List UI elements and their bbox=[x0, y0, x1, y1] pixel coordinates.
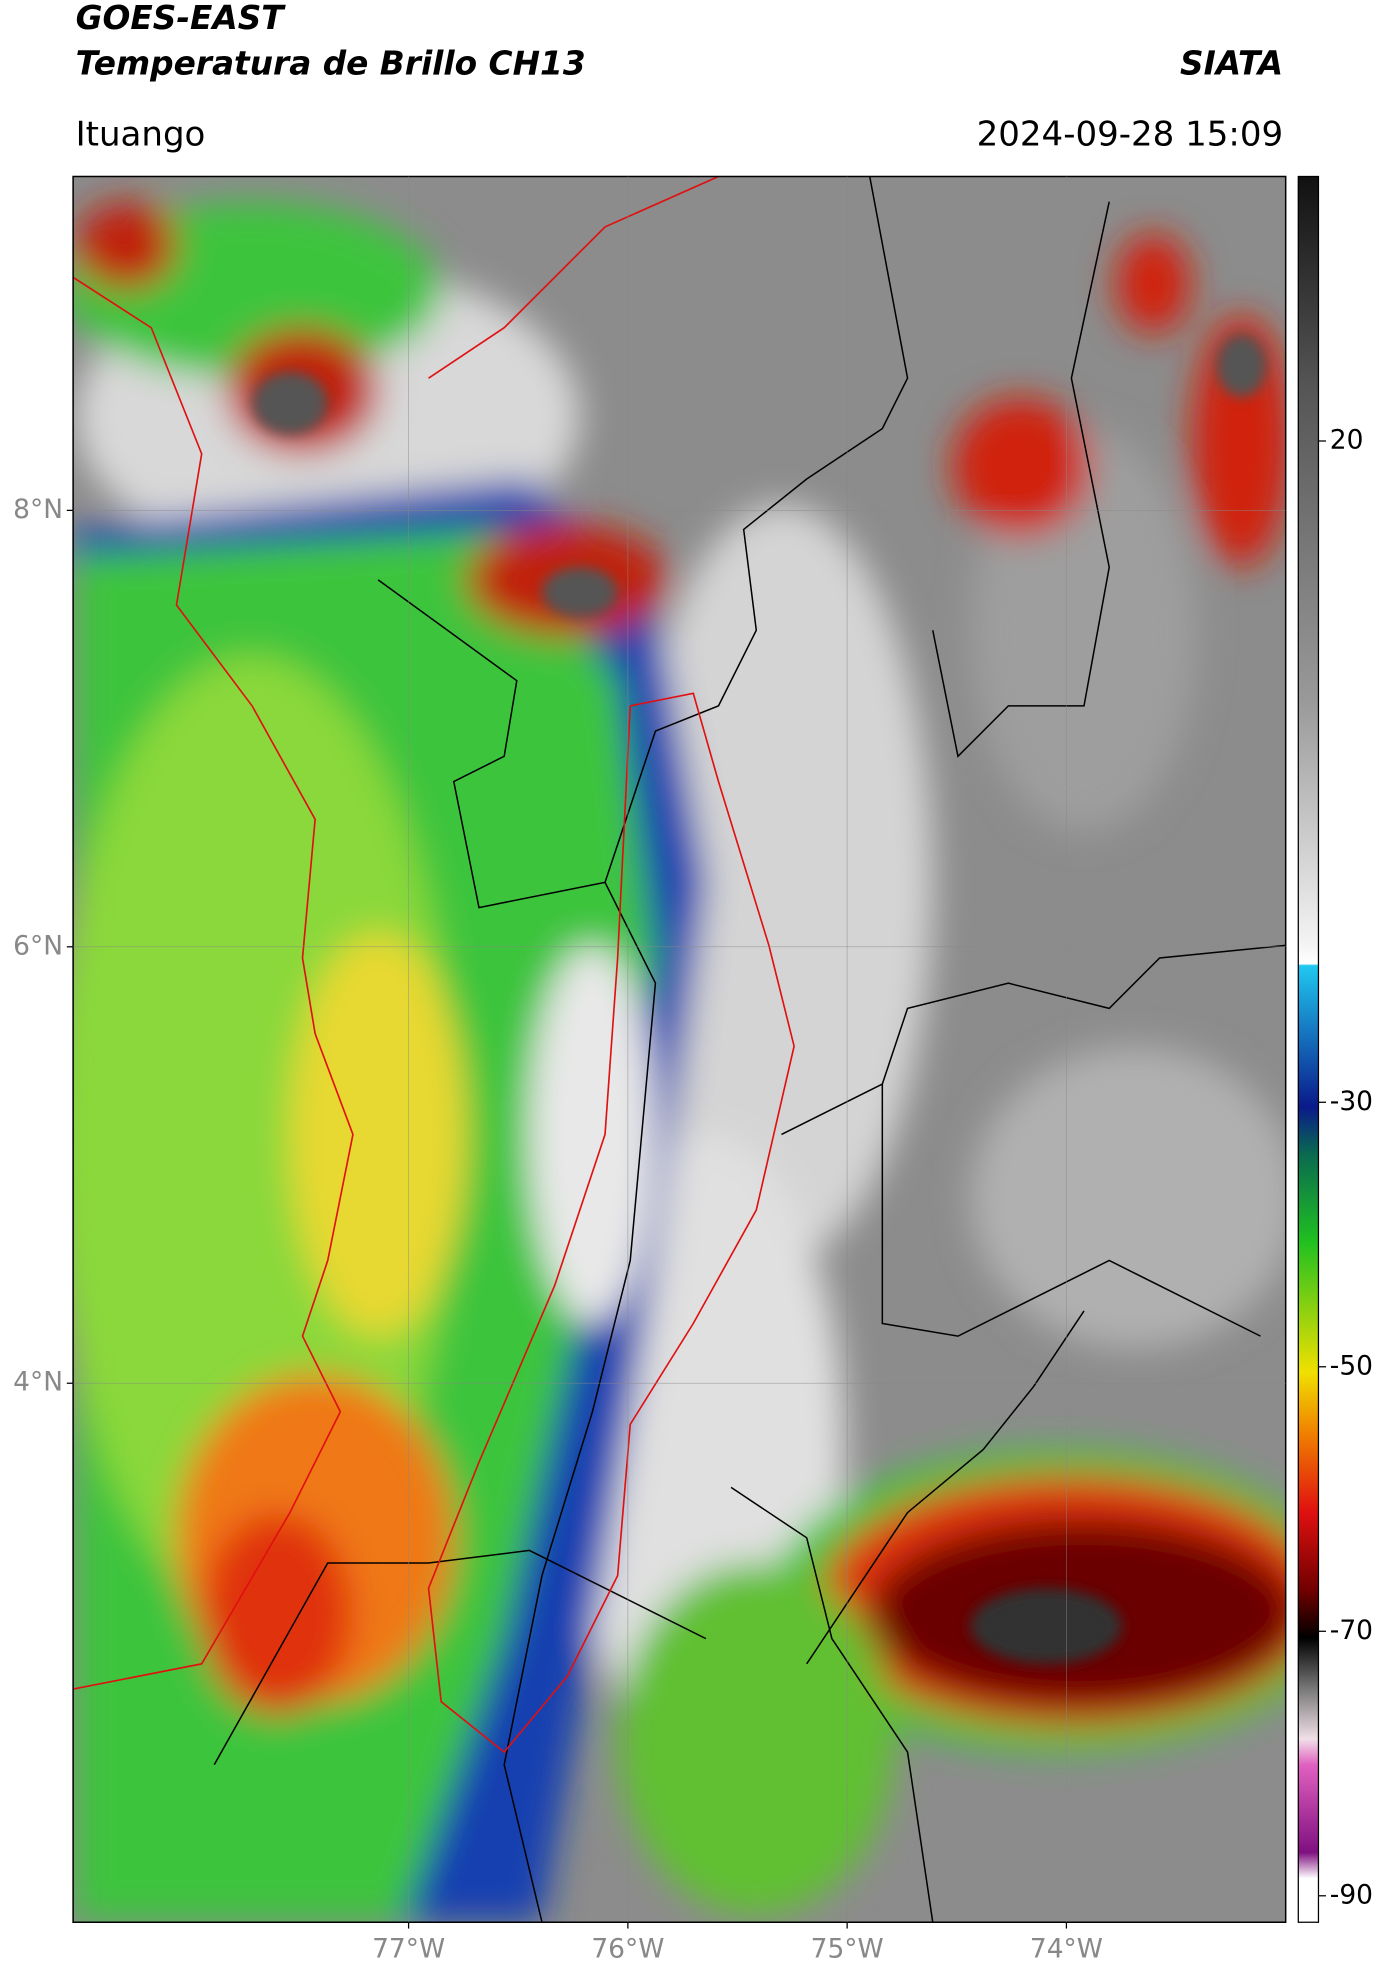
datetime: 2024-09-28 15:09 bbox=[977, 115, 1284, 155]
lon-tick-label: 74°W bbox=[1030, 1933, 1103, 1964]
colorbar-tick-label: -90 bbox=[1330, 1879, 1373, 1910]
lon-tick-label: 77°W bbox=[372, 1933, 445, 1964]
lat-tick-label: 8°N bbox=[13, 494, 63, 525]
lon-tick-label: 75°W bbox=[811, 1933, 884, 1964]
colorbar-tick-label: -30 bbox=[1330, 1086, 1373, 1117]
satellite-image bbox=[73, 176, 1286, 1923]
lat-tick-label: 4°N bbox=[13, 1367, 63, 1398]
subtitle: Temperatura de Brillo CH13 bbox=[76, 45, 586, 83]
location: Ituango bbox=[76, 115, 206, 155]
colorbar-tick-label: -50 bbox=[1330, 1350, 1373, 1381]
source: SIATA bbox=[1180, 45, 1283, 83]
colorbar bbox=[1297, 175, 1320, 1923]
colorbar-tick-label: 20 bbox=[1330, 424, 1364, 455]
lat-tick-label: 6°N bbox=[13, 930, 63, 961]
colorbar-tick-label: -70 bbox=[1330, 1615, 1373, 1646]
map-frame bbox=[72, 175, 1287, 1923]
lon-tick-label: 76°W bbox=[591, 1933, 664, 1964]
title: GOES-EAST bbox=[76, 0, 287, 37]
